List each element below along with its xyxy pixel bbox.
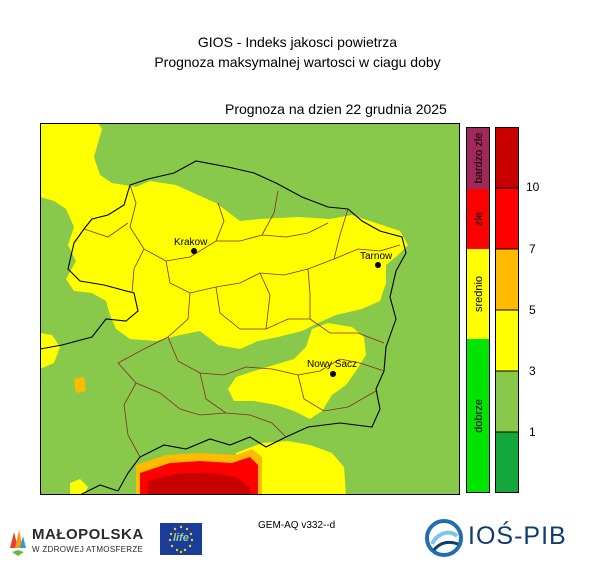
scale-tick-1: 1: [529, 425, 536, 439]
scale-step-5: [495, 188, 519, 249]
eu-life-text: life: [173, 532, 189, 544]
legend-swatch-bad: [466, 189, 490, 249]
malopolska-tagline: W ZDROWEJ ATMOSFERZE: [32, 545, 144, 554]
scale-tick-3: 3: [529, 364, 536, 378]
scale-legend: [495, 127, 519, 493]
zone-very-bad: [148, 473, 250, 495]
scale-tick-10: 10: [526, 180, 540, 194]
ios-mark-icon: [425, 519, 463, 557]
city-label-krakow: Krakow: [174, 237, 208, 248]
city-marker-nowy-sacz: [330, 371, 336, 377]
district-borders: [83, 184, 401, 458]
scale-tick-7: 7: [529, 242, 536, 256]
forecast-date: Prognoza na dzien 22 grudnia 2025: [225, 101, 447, 117]
model-version: GEM-AQ v332--d: [258, 520, 336, 531]
scale-step-3: [495, 310, 519, 371]
map-subtitle: Prognoza maksymalnej wartosci w ciagu do…: [154, 54, 441, 70]
map-title: GIOS - Indeks jakosci powietrza: [197, 34, 398, 50]
ios-pib-name: IOŚ-PIB: [468, 522, 567, 550]
malopolska-name: MAŁOPOLSKA: [32, 526, 144, 543]
legend-swatch-good: [466, 339, 490, 493]
legend-swatch-very-bad: [466, 127, 490, 189]
legend-label-very-bad: bardzo zle: [473, 133, 485, 184]
legend-label-good: dobrze: [473, 399, 485, 433]
city-label-tarnow: Tarnow: [360, 251, 393, 262]
zone-moderate-small: [74, 377, 86, 393]
scale-step-4: [495, 249, 519, 310]
category-legend: bardzo zle zle srednio dobrze: [466, 127, 490, 493]
scale-step-2: [495, 371, 519, 432]
ios-pib-logo: IOŚ-PIB: [424, 516, 584, 560]
scale-step-6: [495, 127, 519, 188]
eu-life-logo: life: [160, 523, 202, 555]
scale-step-1: [495, 432, 519, 493]
legend-swatch-average: [466, 249, 490, 339]
malopolska-mark-icon: [10, 530, 26, 556]
map-frame: [40, 123, 460, 495]
city-marker-tarnow: [375, 262, 381, 268]
city-label-nowy-sacz: Nowy Sacz: [307, 359, 357, 370]
province-border: [40, 160, 407, 495]
eu-stars-icon: [168, 525, 194, 554]
legend-label-bad: zle: [473, 212, 485, 226]
malopolska-logo: MAŁOPOLSKA W ZDROWEJ ATMOSFERZE: [8, 524, 158, 560]
forecast-map: Krakow Tarnow Nowy Sacz: [40, 123, 460, 495]
scale-tick-5: 5: [529, 303, 536, 317]
city-markers: [191, 248, 381, 377]
legend-label-average: srednio: [473, 276, 485, 312]
city-marker-krakow: [191, 248, 197, 254]
